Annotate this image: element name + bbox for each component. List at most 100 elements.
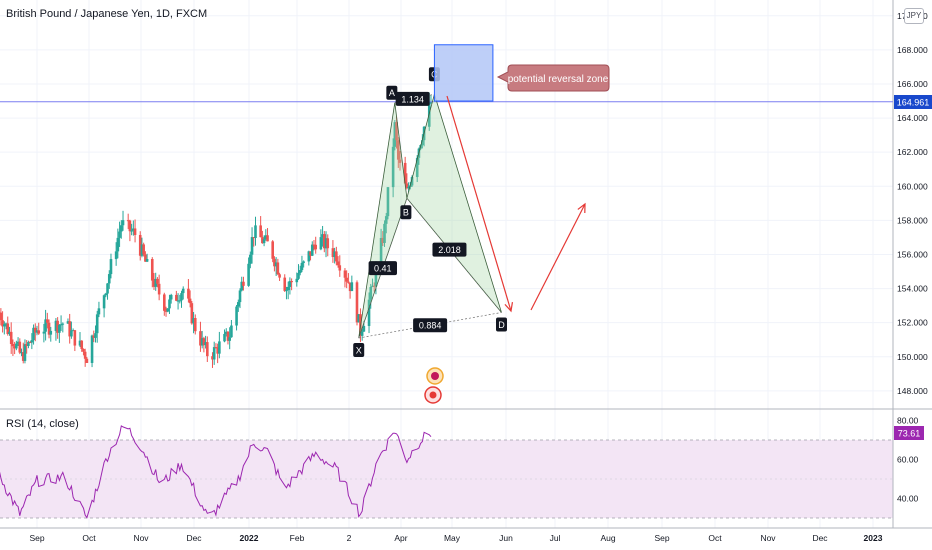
candle-body: [95, 314, 99, 334]
candle-body: [190, 303, 194, 324]
candle-body: [421, 140, 424, 146]
candle-body: [218, 341, 221, 354]
candle-body: [405, 183, 409, 189]
pattern-point-bg: [496, 317, 508, 332]
reversal-zone-callout[interactable]: potential reversal zone: [496, 64, 610, 92]
candle-body: [360, 331, 364, 336]
price-axis[interactable]: 148.000 150.000 152.000 154.000 156.000 158.0…: [897, 11, 928, 396]
candle-body: [224, 331, 228, 334]
candle-body: [335, 251, 338, 262]
candle-body: [345, 277, 348, 282]
time-tick-label: Oct: [82, 533, 96, 543]
candle-body: [3, 324, 6, 327]
candle-body: [202, 338, 206, 346]
price-tick-label: 168.000: [897, 45, 928, 55]
last-price-label-bg: [894, 95, 932, 109]
candle-body: [250, 237, 254, 255]
pattern-ratio-bg: [368, 261, 397, 276]
candle-body: [168, 299, 171, 309]
rsi-axis[interactable]: 40.00 60.00 80.00: [897, 416, 919, 504]
rsi-indicator-label[interactable]: RSI (14, close): [6, 418, 79, 430]
candle-body: [47, 322, 51, 335]
candle-body: [109, 259, 113, 275]
currency-badge[interactable]: JPY: [904, 8, 924, 24]
candle-body: [42, 331, 46, 334]
candle-body: [169, 294, 173, 300]
candle-body: [180, 293, 183, 301]
price-tick-label: 154.000: [897, 284, 928, 294]
candle-body: [156, 278, 159, 284]
reversal-zone-box[interactable]: [433, 44, 494, 102]
candle-body: [249, 254, 252, 264]
candle-body: [46, 319, 49, 323]
candle-body: [157, 283, 161, 295]
candle-body: [223, 333, 226, 342]
time-tick-label: Aug: [600, 533, 615, 543]
candle-body: [32, 327, 35, 341]
candle-body: [178, 300, 182, 302]
candle-body: [25, 344, 28, 346]
pattern-point-label: D: [498, 320, 505, 330]
candle-body: [68, 321, 71, 337]
pattern-point-bg: [386, 85, 398, 100]
candle-body: [106, 283, 109, 294]
candle-body: [16, 341, 20, 344]
candle-body: [1, 320, 4, 327]
candle-body: [396, 140, 400, 160]
candle-body: [13, 346, 16, 349]
candle-body: [367, 299, 371, 326]
candle-body: [212, 347, 216, 360]
candle-body: [259, 225, 262, 238]
pattern-point-x: X: [353, 343, 365, 358]
price-tick-label: 162.000: [897, 147, 928, 157]
candle-body: [374, 267, 378, 287]
pattern-ratio: 0.884: [413, 318, 448, 333]
candle-body: [226, 331, 230, 341]
time-tick-label: May: [444, 533, 461, 543]
flag-event-icon-inner: [431, 372, 439, 380]
callout-shape: [496, 64, 610, 92]
projection-arrows[interactable]: [446, 95, 586, 313]
pattern-point-label: B: [403, 208, 409, 218]
chart-title[interactable]: British Pound / Japanese Yen, 1D, FXCM: [6, 8, 208, 20]
candle-body: [56, 320, 59, 333]
price-tick-label: 152.000: [897, 318, 928, 328]
candle-body: [274, 262, 278, 267]
pattern-point-b: B: [400, 205, 412, 220]
candle-body: [393, 122, 397, 147]
candle-body: [298, 270, 302, 273]
candle-body: [297, 272, 300, 279]
rsi-tick-label: 80.00: [897, 416, 919, 426]
time-axis[interactable]: Sep Oct Nov Dec 2022 Feb 2 Apr May Jun Jul Aug Sep Oc…: [29, 533, 882, 543]
candle-body: [254, 225, 257, 238]
candle-body: [379, 237, 383, 268]
candle-body: [94, 333, 97, 338]
candle-body: [264, 235, 268, 240]
time-tick-label: 2022: [240, 533, 259, 543]
candle-body: [23, 344, 27, 361]
price-tick-label: 156.000: [897, 249, 928, 259]
time-tick-label: Apr: [394, 533, 407, 543]
candle-body: [369, 287, 373, 300]
candle-body: [262, 239, 266, 244]
candle-body: [97, 308, 101, 315]
candle-body: [214, 347, 218, 349]
economic-event-icons[interactable]: [424, 367, 444, 404]
candle-body: [355, 282, 359, 323]
candle-body: [71, 330, 75, 332]
candle-body: [199, 331, 202, 346]
candle-body: [80, 340, 84, 350]
pattern-ratio-label: 1.134: [401, 94, 424, 104]
candle-body: [164, 310, 168, 312]
rsi-value-label-bg: [894, 426, 924, 440]
candle-body: [54, 320, 58, 331]
candle-body: [336, 261, 340, 266]
pattern-point-a: A: [386, 85, 398, 100]
time-tick-label: 2023: [864, 533, 883, 543]
candle-body: [384, 216, 388, 224]
candle-body: [92, 335, 96, 338]
candle-body: [283, 277, 287, 291]
callout-text: potential reversal zone: [508, 74, 609, 85]
